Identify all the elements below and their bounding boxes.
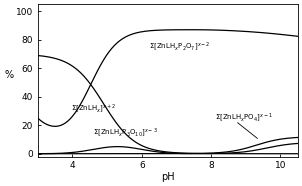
Text: Σ[ZnLH$_x$PO$_4$]$^{x-1}$: Σ[ZnLH$_x$PO$_4$]$^{x-1}$ — [215, 111, 273, 124]
X-axis label: pH: pH — [161, 172, 175, 182]
Text: Σ[ZnLH$_x$P$_3$O$_{10}$]$^{x-3}$: Σ[ZnLH$_x$P$_3$O$_{10}$]$^{x-3}$ — [93, 127, 158, 140]
Y-axis label: %: % — [4, 70, 13, 80]
Text: Σ[ZnLH$_x$]$^{x+2}$: Σ[ZnLH$_x$]$^{x+2}$ — [71, 102, 116, 115]
Text: Σ[ZnLH$_x$P$_2$O$_7$]$^{x-2}$: Σ[ZnLH$_x$P$_2$O$_7$]$^{x-2}$ — [149, 40, 210, 53]
